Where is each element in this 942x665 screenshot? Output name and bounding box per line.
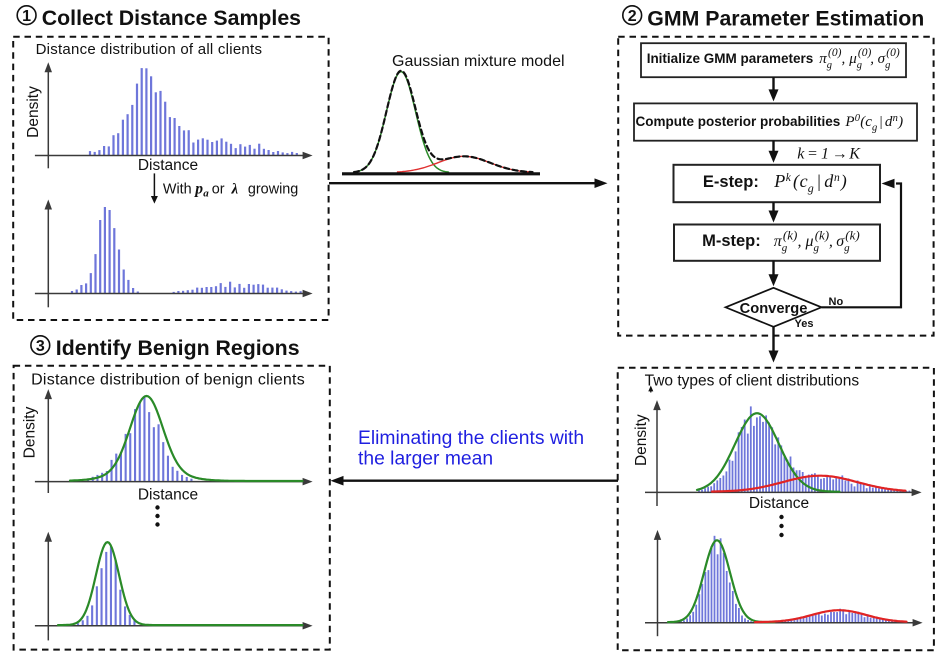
svg-text:g: g bbox=[782, 242, 788, 254]
svg-text:(: ( bbox=[860, 114, 866, 130]
svg-text:K: K bbox=[848, 146, 861, 163]
svg-text:(k): (k) bbox=[845, 228, 859, 243]
svg-text:|: | bbox=[879, 114, 883, 130]
svg-text:c: c bbox=[865, 114, 872, 130]
svg-text:g: g bbox=[808, 181, 814, 195]
svg-text:Distance distribution of benig: Distance distribution of benign clients bbox=[31, 372, 305, 389]
svg-text:Initialize GMM parameters: Initialize GMM parameters bbox=[647, 51, 814, 66]
svg-text:μ: μ bbox=[805, 233, 814, 250]
svg-text:P: P bbox=[844, 114, 854, 130]
svg-text:Density: Density bbox=[22, 406, 39, 458]
svg-text:|: | bbox=[816, 171, 821, 191]
svg-text:g: g bbox=[885, 60, 890, 71]
svg-text:With: With bbox=[163, 182, 192, 198]
svg-text:g: g bbox=[814, 242, 820, 254]
svg-text:1: 1 bbox=[821, 146, 829, 163]
svg-text:→: → bbox=[832, 146, 848, 163]
svg-text:(0): (0) bbox=[886, 47, 900, 59]
svg-text:3: 3 bbox=[36, 338, 45, 355]
svg-text:Density: Density bbox=[633, 414, 650, 466]
svg-text:Two types of client distributi: Two types of client distributions bbox=[645, 372, 860, 389]
svg-text:n: n bbox=[834, 172, 840, 184]
svg-text:Distance: Distance bbox=[138, 157, 198, 174]
svg-text:growing: growing bbox=[248, 182, 298, 198]
svg-text:π: π bbox=[819, 51, 827, 67]
svg-text:g: g bbox=[857, 60, 862, 71]
svg-text:GMM Parameter Estimation: GMM Parameter Estimation bbox=[647, 7, 924, 31]
svg-text:M-step:: M-step: bbox=[702, 232, 761, 250]
svg-text:d: d bbox=[885, 114, 893, 130]
svg-text:(0): (0) bbox=[828, 47, 842, 59]
svg-text:k: k bbox=[797, 146, 805, 163]
svg-text:Density: Density bbox=[25, 86, 42, 138]
svg-text:Compute posterior probabilitie: Compute posterior probabilities bbox=[636, 114, 841, 129]
svg-text:g: g bbox=[827, 60, 832, 71]
svg-text:Gaussian mixture model: Gaussian mixture model bbox=[392, 53, 565, 70]
svg-text:(k): (k) bbox=[815, 228, 829, 243]
svg-text:,: , bbox=[829, 233, 833, 250]
svg-text:Distance distribution of all c: Distance distribution of all clients bbox=[36, 41, 263, 58]
svg-text:Identify Benign Regions: Identify Benign Regions bbox=[56, 336, 300, 360]
svg-text:d: d bbox=[824, 171, 834, 191]
svg-text:c: c bbox=[800, 171, 808, 191]
svg-text:σ: σ bbox=[836, 233, 845, 250]
svg-text:k: k bbox=[786, 172, 792, 184]
svg-text:Collect Distance Samples: Collect Distance Samples bbox=[42, 6, 301, 30]
svg-text:g: g bbox=[872, 122, 877, 133]
svg-text:=: = bbox=[807, 146, 818, 163]
svg-text:): ) bbox=[897, 114, 903, 130]
svg-text:,: , bbox=[870, 51, 874, 67]
svg-text:(k): (k) bbox=[783, 228, 797, 243]
svg-text:P: P bbox=[773, 171, 785, 191]
svg-text:p: p bbox=[193, 181, 203, 198]
svg-text:λ: λ bbox=[231, 182, 239, 198]
svg-text:1: 1 bbox=[22, 8, 31, 25]
svg-text:(: ( bbox=[793, 171, 800, 192]
svg-text:E-step:: E-step: bbox=[703, 173, 759, 191]
svg-text:n: n bbox=[893, 113, 898, 124]
svg-text:): ) bbox=[840, 171, 847, 192]
svg-text:the larger mean: the larger mean bbox=[358, 449, 493, 470]
svg-text:,: , bbox=[798, 233, 802, 250]
svg-text:2: 2 bbox=[628, 8, 637, 25]
svg-text:g: g bbox=[844, 242, 850, 254]
svg-text:or: or bbox=[212, 182, 225, 198]
svg-text:Converge: Converge bbox=[740, 301, 808, 317]
svg-text:Distance: Distance bbox=[749, 495, 809, 512]
svg-text:Yes: Yes bbox=[795, 318, 814, 330]
svg-text:,: , bbox=[842, 51, 846, 67]
svg-text:0: 0 bbox=[855, 113, 861, 124]
svg-text:(0): (0) bbox=[858, 47, 872, 59]
svg-text:No: No bbox=[829, 296, 844, 308]
svg-text:a: a bbox=[203, 188, 209, 200]
svg-text:μ: μ bbox=[848, 51, 857, 67]
svg-text:Eliminating the clients with: Eliminating the clients with bbox=[358, 428, 584, 449]
svg-text:Distance: Distance bbox=[138, 487, 198, 504]
svg-text:σ: σ bbox=[878, 51, 886, 67]
svg-text:π: π bbox=[774, 233, 783, 250]
